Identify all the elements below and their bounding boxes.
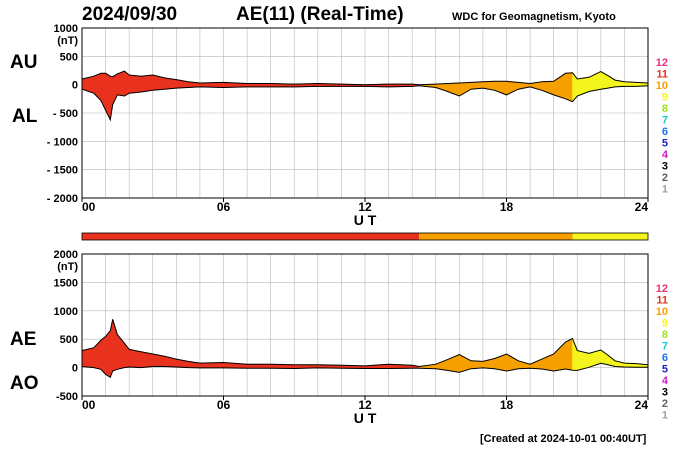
au-al-ytick-label: 500 — [60, 51, 78, 63]
au-al-ytick-label: - 2000 — [47, 193, 78, 205]
ae-ao-legend-level-6: 6 — [662, 352, 668, 364]
ae-ao-legend-level-12: 12 — [656, 283, 668, 295]
activity-color-band — [82, 233, 420, 240]
au-al-legend-level-2: 2 — [662, 172, 668, 184]
au-al-xaxis-label: U T — [354, 212, 377, 228]
data-source-credit: WDC for Geomagnetism, Kyoto — [452, 11, 616, 23]
au-al-xtick-label: 06 — [217, 200, 231, 214]
ao-label: AO — [10, 373, 39, 394]
au-al-fill-segment — [246, 83, 272, 88]
ae-ao-fill-segment — [81, 347, 95, 368]
plot-date: 2024/09/30 — [82, 4, 178, 25]
ae-ao-ytick-label: 1000 — [54, 306, 78, 318]
created-timestamp: [Created at 2024-10-01 00:40UT] — [480, 433, 647, 445]
ae-ao-ytick-label: 500 — [60, 334, 78, 346]
au-al-legend-level-11: 11 — [656, 69, 668, 81]
au-al-legend-level-5: 5 — [662, 138, 668, 150]
au-al-fill-segment — [565, 72, 573, 103]
ae-ao-xaxis-label: U T — [354, 410, 377, 426]
ae-ao-legend-level-5: 5 — [662, 364, 668, 376]
au-al-ytick-label: - 500 — [53, 108, 78, 120]
ae-ao-xtick-label: 24 — [635, 398, 649, 412]
au-al-legend-level-8: 8 — [662, 103, 668, 115]
au-al-series-au-line — [81, 70, 649, 86]
au-label: AU — [10, 52, 38, 73]
ae-ao-fill-segment — [100, 335, 106, 376]
au-al-fill-segment — [128, 74, 142, 94]
ae-ao-xtick-label: 00 — [82, 398, 96, 412]
ae-ao-fill-segment — [105, 329, 111, 378]
ae-ao-ytick-label: 0 — [72, 363, 78, 375]
au-al-xtick-label: 00 — [82, 200, 96, 214]
au-al-unit-label: (nT) — [57, 35, 78, 47]
au-al-series-al-line — [81, 85, 649, 122]
ae-ao-fill-segment — [470, 360, 484, 370]
activity-color-band — [419, 233, 573, 240]
plot-title: AE(11) (Real-Time) — [236, 4, 404, 25]
ae-ao-ytick-label: -500 — [56, 391, 78, 403]
ae-ao-legend-level-2: 2 — [662, 398, 668, 410]
ae-label: AE — [10, 329, 37, 350]
ae-ao-legend-level-7: 7 — [662, 341, 668, 353]
au-al-legend-level-1: 1 — [662, 184, 668, 196]
au-al-ytick-label: 0 — [72, 80, 78, 92]
ae-ao-series-ae-line — [81, 319, 649, 368]
au-al-legend-level-4: 4 — [662, 149, 669, 161]
au-al-legend-level-10: 10 — [656, 80, 668, 92]
ae-ao-xtick-label: 18 — [500, 398, 514, 412]
activity-color-bar-frame — [81, 232, 649, 241]
ae-ao-legend-level-3: 3 — [662, 387, 668, 399]
ae-ao-legend-level-8: 8 — [662, 329, 668, 341]
ae-ao-ytick-label: 1500 — [54, 277, 78, 289]
au-al-legend-level-3: 3 — [662, 161, 668, 173]
ae-ao-xtick-label: 12 — [358, 398, 372, 412]
au-al-ytick-label: 1000 — [54, 23, 78, 35]
ae-ao-ytick-label: 2000 — [54, 249, 78, 261]
au-al-legend-level-9: 9 — [662, 92, 668, 104]
ae-ao-fill-segment — [128, 349, 142, 368]
ae-ao-legend-level-4: 4 — [662, 375, 669, 387]
au-al-fill-segment — [117, 70, 125, 97]
ae-ao-fill-segment — [565, 338, 573, 371]
al-label: AL — [12, 106, 38, 127]
au-al-legend-level-6: 6 — [662, 126, 668, 138]
au-al-xtick-label: 24 — [635, 200, 649, 214]
ae-ao-unit-label: (nT) — [57, 261, 78, 273]
ae-ao-series-ao-line — [81, 362, 648, 379]
au-al-xtick-label: 18 — [500, 200, 514, 214]
ae-ao-legend-level-9: 9 — [662, 318, 668, 330]
au-al-ytick-label: - 1000 — [47, 136, 78, 148]
ae-ao-legend-level-11: 11 — [656, 295, 668, 307]
au-al-legend-level-12: 12 — [656, 57, 668, 69]
activity-color-band — [572, 233, 648, 240]
ae-ao-fill-segment — [246, 363, 272, 369]
au-al-fill-segment — [140, 74, 154, 93]
ae-ao-xtick-label: 06 — [217, 398, 231, 412]
ae-ao-legend-level-10: 10 — [656, 306, 668, 318]
ae-ao-legend-level-1: 1 — [662, 410, 668, 422]
au-al-legend-level-7: 7 — [662, 115, 668, 127]
au-al-ytick-label: - 1500 — [47, 165, 78, 177]
au-al-xtick-label: 12 — [358, 200, 372, 214]
